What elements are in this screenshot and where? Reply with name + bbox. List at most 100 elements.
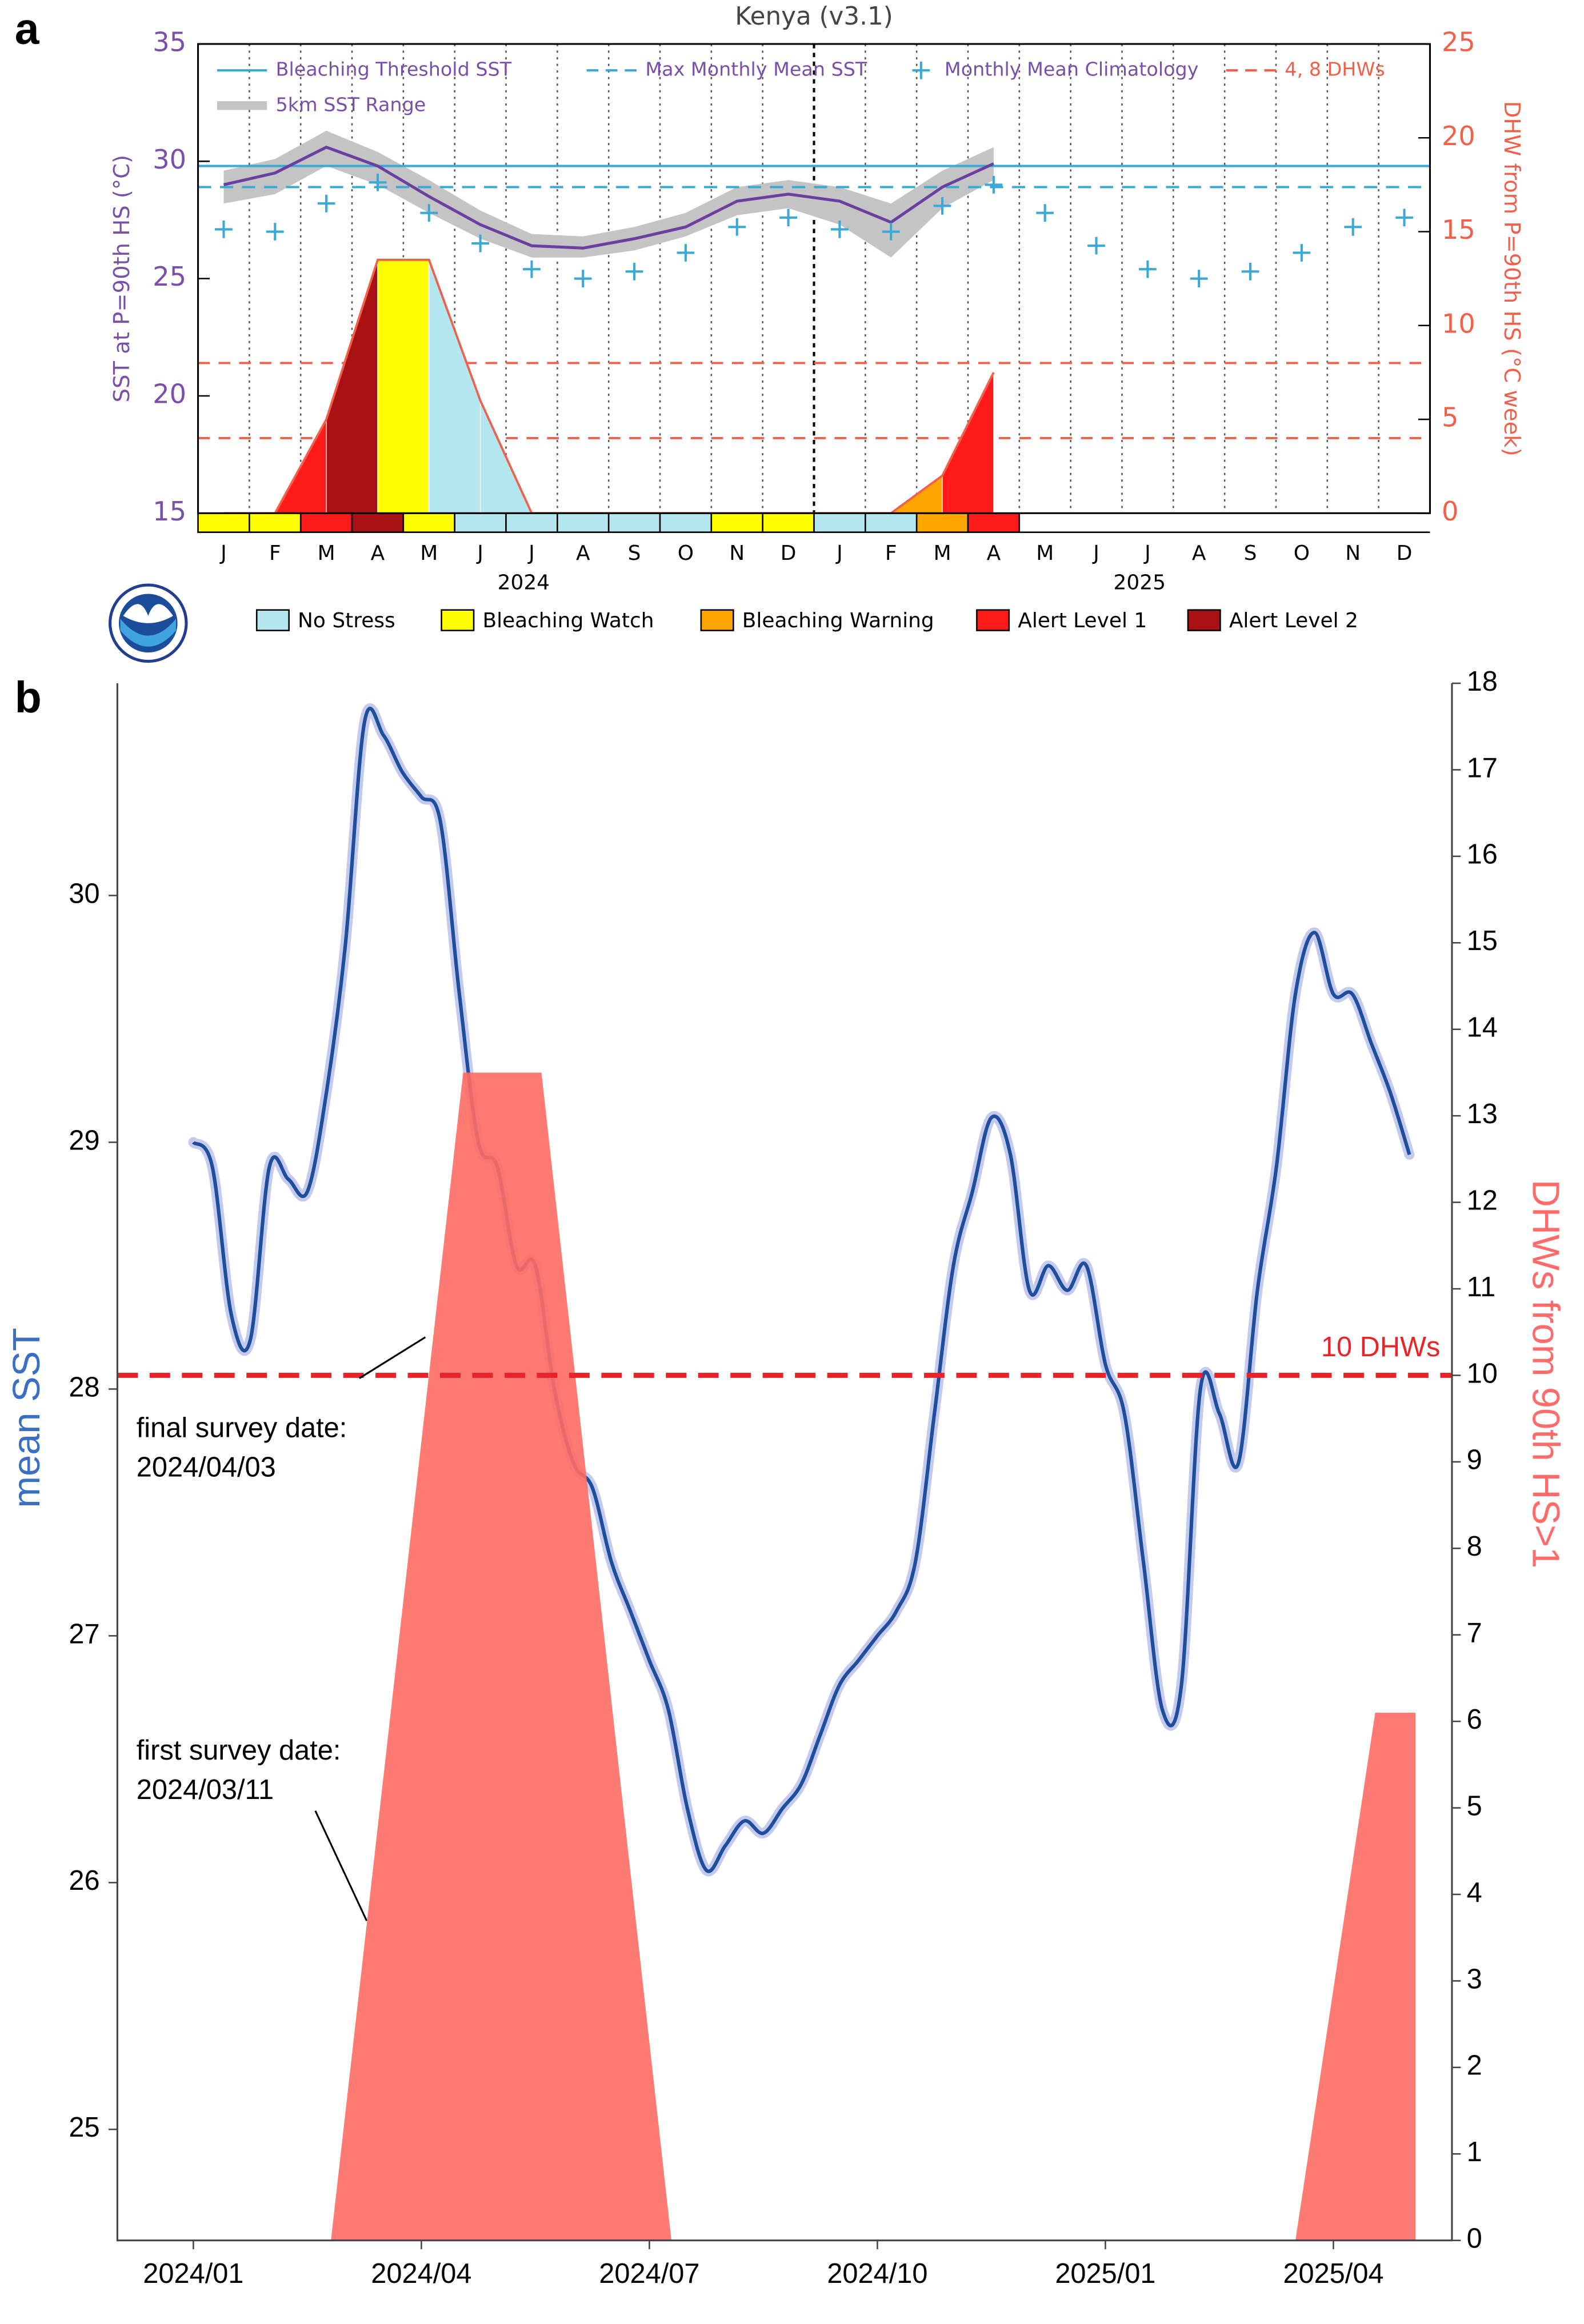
x-tick-label: M [318,542,335,565]
legend-symbol [912,61,930,79]
climatology-marker [420,204,438,222]
y2-tick-label: 0 [1467,2223,1482,2254]
climatology-marker [1138,260,1157,278]
climatology-marker [728,218,746,236]
climatology-marker [882,223,900,241]
x-tick-label: N [1345,542,1361,565]
alert-legend-label: No Stress [298,609,395,632]
x-tick-label: F [269,542,281,565]
sst-line [223,145,994,250]
y2-axis-label: DHW from P=90th HS (°C week) [1499,101,1525,456]
y2-tick-label: 20 [1442,121,1475,151]
x-tick-label: N [729,542,745,565]
chart-title: Kenya (v3.1) [735,2,893,31]
stress-cell [607,512,661,533]
annotation-leader [359,1336,426,1379]
panel-label: b [15,673,42,722]
threshold-label: 10 DHWs [1321,1332,1441,1363]
x-tick-label: J [1092,542,1099,565]
frame [197,43,1431,514]
y-tick-label: 20 [153,378,186,409]
x-tick-label: 2024/07 [599,2258,699,2289]
y2-tick-label: 14 [1467,1012,1498,1043]
annotation: first survey date: [137,1735,341,1766]
climatology-marker [1293,244,1311,262]
x-tick-label: F [885,542,897,565]
stress-cell [249,512,302,533]
alert-legend-swatch [255,609,290,631]
climatology-marker [1241,262,1259,281]
axes [116,683,1453,2242]
legend-label: 5km SST Range [276,93,426,115]
alert-legend-label: Alert Level 2 [1229,609,1358,632]
alert-legend-swatch [976,609,1010,631]
y2-tick-label: 6 [1467,1704,1482,1735]
climatology-marker [677,244,695,262]
y2-tick-label: 15 [1467,925,1498,956]
x-tick-label: 2024/01 [143,2258,243,2289]
x-tick-label: J [476,542,483,565]
dhw-area [377,259,430,514]
stress-cell [505,512,558,533]
stress-cell [402,512,455,533]
y-tick-label: 26 [69,1865,99,1896]
y2-tick-label: 5 [1442,402,1458,433]
x-tick-label: S [628,542,641,565]
stress-cell [299,512,353,533]
panel-b: 2526272829300123456789101112131415161718… [6,666,1566,2289]
stress-cell [865,512,918,533]
y2-axis-label: DHWs from 90th HS>1 [1524,1180,1566,1568]
climatology-marker [523,260,541,278]
alert-legend-swatch [700,609,734,631]
x-tick-label: M [420,542,438,565]
climatology-marker [1190,270,1208,288]
stress-cell [762,512,815,533]
x-tick-label: A [576,542,590,565]
y2-tick-label: 11 [1467,1272,1496,1303]
x-tick-label: M [934,542,951,565]
y-tick-label: 30 [69,878,99,909]
alert-legend-label: Alert Level 1 [1018,609,1147,632]
alert-legend-label: Bleaching Watch [482,609,654,632]
x-tick-label: 2024/10 [827,2258,927,2289]
climatology-marker [831,221,849,238]
alert-legend-swatch [1187,609,1221,631]
y-tick-label: 29 [69,1125,99,1156]
climatology-marker [1087,237,1105,255]
x-tick-label: O [1294,542,1310,565]
x-tick-label: S [1244,542,1257,565]
stress-cell [915,512,969,533]
y2-tick-label: 15 [1442,214,1475,245]
climatology-marker [1395,209,1413,227]
y2-tick-label: 10 [1467,1358,1498,1389]
y2-tick-label: 5 [1467,1790,1482,1821]
climatology-marker [471,234,490,253]
climatology-marker [1036,204,1054,222]
y2-tick-label: 16 [1467,839,1498,870]
x-tick-label: O [678,542,694,565]
alert-legend-label: Bleaching Warning [742,609,934,632]
climatology-marker [574,270,592,288]
y-tick-label: 25 [69,2112,99,2143]
x-tick-label: M [1036,542,1054,565]
y2-tick-label: 10 [1442,308,1475,339]
y-axis-label: mean SST [6,1328,48,1508]
annotation-leader [314,1810,368,1921]
y2-tick-label: 13 [1467,1099,1498,1129]
y-tick-label: 35 [153,26,186,57]
climatology-marker [1344,218,1362,236]
y-tick-label: 30 [153,144,186,175]
y2-tick-label: 25 [1442,26,1475,57]
x-tick-label: D [1397,542,1413,565]
climatology-marker [933,197,951,215]
stress-cell [659,512,713,533]
dhw-area [331,1072,1416,2241]
panel-label: a [15,5,40,54]
year-label: 2025 [1114,571,1166,594]
climatology-marker [266,223,284,241]
climatology-marker [317,194,335,213]
x-tick-label: J [1143,542,1151,565]
y2-tick-label: 1 [1467,2137,1482,2167]
